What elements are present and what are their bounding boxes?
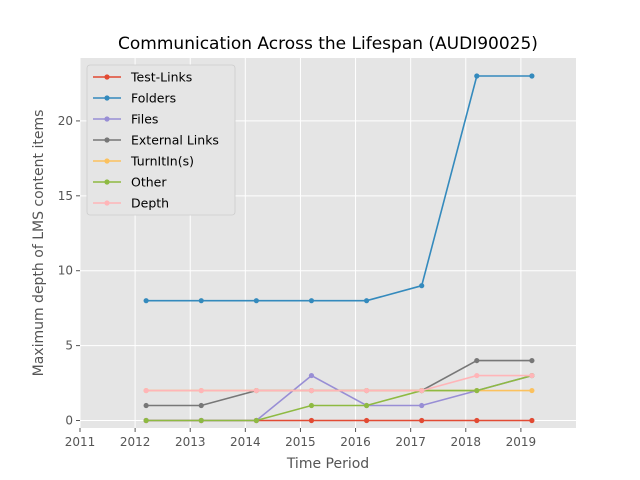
legend-swatch-marker: [104, 158, 110, 164]
y-tick-label: 5: [65, 339, 73, 353]
data-point: [474, 387, 480, 394]
legend-swatch-marker: [104, 116, 110, 122]
series-lines: [143, 73, 535, 424]
data-point: [363, 387, 370, 394]
legend-swatch-marker: [104, 95, 110, 101]
data-point: [474, 73, 480, 79]
data-point: [143, 387, 149, 394]
legend-label: Test-Links: [130, 70, 192, 85]
legend-item: Other: [93, 175, 167, 190]
x-axis-label: Time Period: [286, 456, 369, 472]
data-point: [308, 417, 315, 424]
series-line: [146, 374, 533, 422]
legend: Test-Links Folders Files External Links Turn…: [86, 64, 236, 216]
data-point: [474, 357, 480, 364]
y-axis-label: Maximum depth of LMS content items: [31, 110, 47, 377]
x-tick-label: 2015: [285, 435, 316, 449]
x-tick-label: 2018: [451, 435, 482, 449]
x-tick-label: 2013: [175, 435, 206, 449]
series-line: [146, 75, 532, 302]
legend-swatch-marker: [104, 200, 110, 206]
legend-swatch-marker: [104, 74, 110, 80]
y-tick-label: 20: [58, 114, 73, 128]
legend-label: Files: [131, 112, 158, 127]
data-point: [419, 402, 425, 409]
legend-box: [86, 64, 236, 216]
legend-label: Depth: [131, 196, 169, 211]
data-point: [198, 298, 204, 304]
data-point: [308, 402, 315, 409]
legend-item: Depth: [93, 196, 169, 211]
data-point: [143, 402, 149, 409]
y-axis-ticks: 0 5 10 15 20: [58, 114, 80, 428]
data-point: [363, 417, 370, 424]
data-point: [308, 372, 315, 379]
x-tick-label: 2019: [506, 435, 537, 449]
x-tick-label: 2014: [230, 435, 261, 449]
data-point: [529, 372, 535, 379]
series-depth: [143, 372, 535, 394]
x-tick-label: 2012: [120, 435, 151, 449]
x-tick-label: 2017: [395, 435, 426, 449]
data-point: [419, 417, 425, 424]
data-point: [198, 387, 204, 394]
legend-label: External Links: [131, 133, 219, 148]
legend-label: Other: [131, 175, 167, 190]
legend-item: Files: [93, 112, 158, 127]
x-axis-ticks: 2011 2012 2013 2014 2015 2016 2017 2018 2019: [65, 428, 536, 449]
chart-title: Communication Across the Lifespan (AUDI9…: [118, 34, 538, 54]
data-point: [419, 387, 425, 394]
data-point: [308, 387, 315, 394]
legend-item: External Links: [93, 133, 219, 148]
data-point: [253, 387, 259, 394]
data-point: [253, 417, 259, 424]
data-point: [143, 298, 149, 304]
data-point: [529, 417, 535, 424]
x-tick-label: 2011: [65, 435, 96, 449]
legend-label: Folders: [131, 91, 176, 106]
data-point: [198, 417, 204, 424]
data-point: [308, 298, 315, 304]
data-point: [529, 73, 535, 79]
data-point: [529, 387, 535, 394]
data-point: [143, 417, 149, 424]
legend-item: Test-Links: [93, 70, 192, 85]
data-point: [529, 357, 535, 364]
legend-label: TurnItIn(s): [130, 154, 194, 169]
series-folders: [143, 73, 535, 304]
legend-item: TurnItIn(s): [93, 154, 194, 169]
y-tick-label: 0: [65, 414, 73, 428]
data-point: [363, 298, 370, 304]
data-point: [363, 402, 370, 409]
data-point: [198, 402, 204, 409]
legend-item: Folders: [93, 91, 176, 106]
data-point: [474, 417, 480, 424]
series-line: [146, 374, 532, 392]
x-tick-label: 2016: [340, 435, 371, 449]
data-point: [253, 298, 259, 304]
legend-swatch-marker: [104, 179, 110, 185]
y-tick-label: 10: [58, 264, 73, 278]
legend-swatch-marker: [104, 137, 110, 143]
data-point: [419, 283, 425, 289]
data-point: [474, 372, 480, 379]
y-tick-label: 15: [58, 189, 73, 203]
